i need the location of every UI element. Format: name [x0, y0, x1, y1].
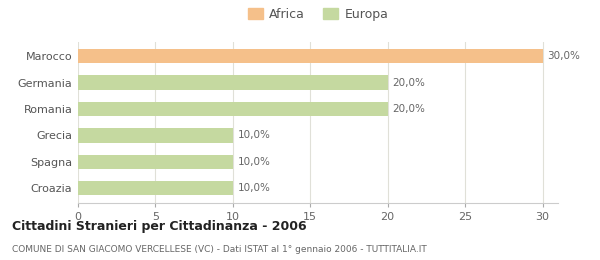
- Bar: [78, 75, 388, 90]
- Text: 20,0%: 20,0%: [392, 77, 425, 88]
- Text: 20,0%: 20,0%: [392, 104, 425, 114]
- Bar: [78, 102, 388, 116]
- Bar: [78, 49, 542, 63]
- Text: COMUNE DI SAN GIACOMO VERCELLESE (VC) - Dati ISTAT al 1° gennaio 2006 - TUTTITAL: COMUNE DI SAN GIACOMO VERCELLESE (VC) - …: [12, 245, 427, 254]
- Text: 30,0%: 30,0%: [547, 51, 580, 61]
- Text: 10,0%: 10,0%: [238, 131, 271, 140]
- Text: 10,0%: 10,0%: [238, 183, 271, 193]
- Bar: [78, 128, 233, 143]
- Text: 10,0%: 10,0%: [238, 157, 271, 167]
- Legend: Africa, Europa: Africa, Europa: [242, 3, 394, 26]
- Text: Cittadini Stranieri per Cittadinanza - 2006: Cittadini Stranieri per Cittadinanza - 2…: [12, 220, 307, 233]
- Bar: [78, 154, 233, 169]
- Bar: [78, 181, 233, 196]
